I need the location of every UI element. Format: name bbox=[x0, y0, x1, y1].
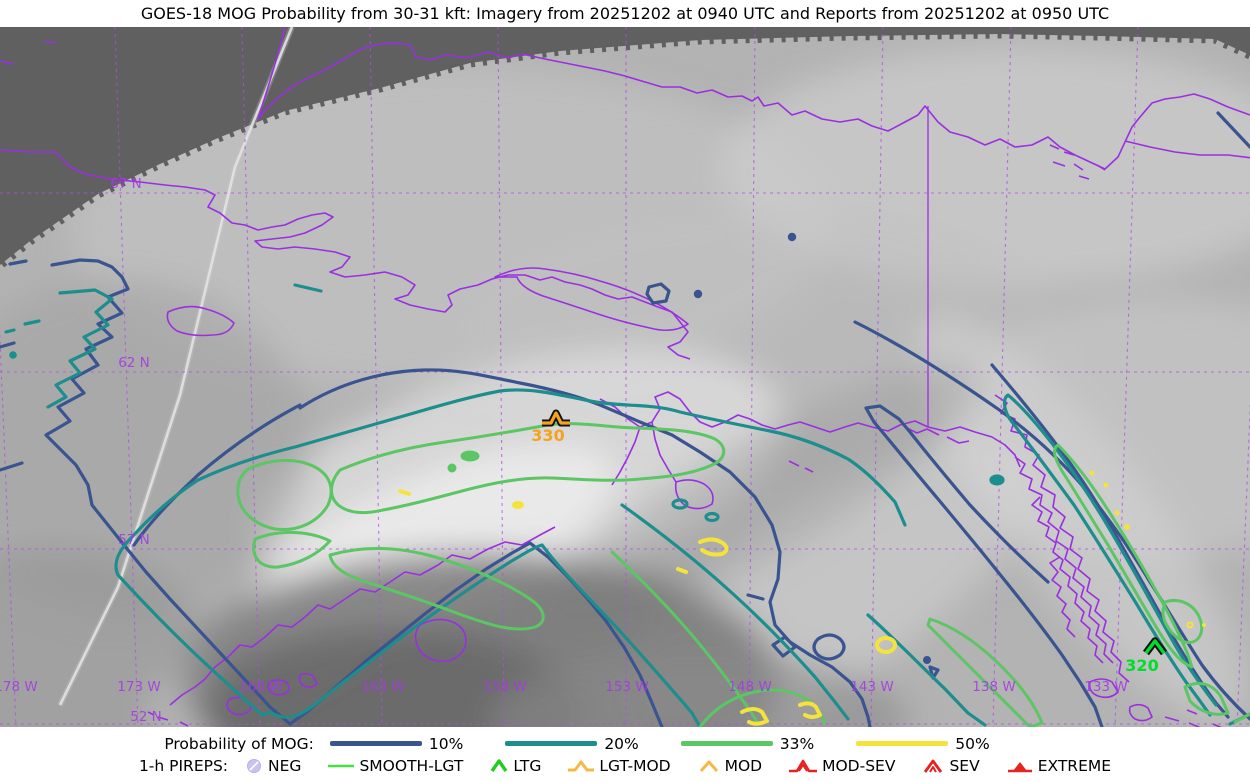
coast-peninsula bbox=[169, 526, 556, 706]
legend-label: 33% bbox=[779, 734, 815, 753]
map-canvas: 330 320 67 N 62 N 57 N 52 N 178 W 173 W … bbox=[0, 27, 1250, 727]
legend-item-mod: MOD bbox=[697, 756, 763, 775]
lgt-mod-caret-base-icon bbox=[568, 760, 595, 771]
contour-swatch-10pct bbox=[329, 741, 422, 746]
legend-label: 20% bbox=[604, 734, 639, 753]
contour-swatch-20pct bbox=[505, 741, 598, 746]
lon-label: 158 W bbox=[483, 679, 526, 695]
page-title: GOES-18 MOG Probability from 30-31 kft: … bbox=[140, 4, 1110, 23]
legend-label: MOD bbox=[724, 756, 763, 775]
coastlines bbox=[0, 27, 1250, 727]
coast-panhandle-islands bbox=[1088, 678, 1223, 727]
contour-20pct bbox=[4, 283, 1250, 727]
lat-label: 52 N bbox=[130, 709, 162, 725]
pireps-legend-row: 1-h PIREPS: NEG SMOOTH-LGT LT bbox=[0, 757, 1250, 775]
legend-label: 50% bbox=[955, 734, 990, 753]
coast-arctic bbox=[257, 27, 1250, 170]
legend-item-10pct: 10% bbox=[329, 734, 464, 753]
legend-item-neg: NEG bbox=[244, 757, 301, 775]
coast-aleutian-islands bbox=[147, 672, 318, 727]
legend-item-extreme: EXTREME bbox=[1006, 757, 1111, 775]
contour-swatch-33pct bbox=[680, 741, 773, 746]
mog-legend-title: Probability of MOG: bbox=[164, 734, 314, 753]
coast-island-west bbox=[166, 305, 235, 337]
legend-item-smooth-lgt: SMOOTH-LGT bbox=[327, 757, 463, 775]
legend-item-50pct: 50% bbox=[856, 734, 990, 753]
coast-interior-lake bbox=[494, 267, 689, 332]
grid-labels: 67 N 62 N 57 N 52 N 178 W 173 W 168 W 16… bbox=[0, 176, 1128, 725]
mog-legend-row: Probability of MOG: 10% 20% 33% 50% bbox=[0, 735, 1202, 753]
coast-arctic-2 bbox=[1124, 140, 1250, 159]
extreme-triangle-icon bbox=[1007, 761, 1032, 772]
legend-item-mod-sev: MOD-SEV bbox=[788, 757, 895, 775]
lat-label: 57 N bbox=[118, 532, 150, 548]
legend-label: NEG bbox=[268, 756, 302, 775]
sev-double-caret-icon bbox=[924, 759, 943, 773]
legend-label: LGT-MOD bbox=[599, 756, 671, 775]
legend: Probability of MOG: 10% 20% 33% 50% 1-h … bbox=[0, 727, 1250, 782]
lon-label: 163 W bbox=[361, 679, 404, 695]
satellite-map: 330 320 67 N 62 N 57 N 52 N 178 W 173 W … bbox=[0, 27, 1250, 727]
coast-west bbox=[0, 149, 691, 360]
pirep-altitude-label: 320 bbox=[1125, 656, 1158, 675]
contour-50pct bbox=[398, 470, 1206, 726]
legend-label: SEV bbox=[949, 756, 980, 775]
cloud-texture bbox=[0, 47, 1250, 727]
lon-label: 133 W bbox=[1084, 679, 1127, 695]
legend-item-sev: SEV bbox=[921, 756, 980, 775]
coast-panhandle-3 bbox=[1031, 496, 1104, 664]
legend-label: LTG bbox=[513, 756, 542, 775]
neg-circle-slash-icon bbox=[247, 758, 262, 773]
mog-contours bbox=[0, 111, 1250, 727]
legend-item-20pct: 20% bbox=[505, 734, 639, 753]
terminator-dark-region bbox=[0, 27, 1250, 269]
coast-cook-inlet bbox=[611, 421, 714, 510]
coast-southcentral bbox=[599, 391, 1021, 468]
ltg-caret-icon bbox=[490, 758, 508, 772]
lat-label: 62 N bbox=[118, 355, 150, 371]
pireps-legend-title: 1-h PIREPS: bbox=[138, 756, 229, 775]
lon-label: 178 W bbox=[0, 679, 38, 695]
contour-33pct bbox=[236, 422, 1250, 727]
smooth-lgt-line-icon bbox=[328, 764, 355, 767]
legend-item-ltg: LTG bbox=[489, 757, 541, 775]
legend-item-33pct: 33% bbox=[680, 734, 815, 753]
coast-panhandle-2 bbox=[1014, 456, 1114, 664]
mod-caret-icon bbox=[699, 760, 718, 772]
pirep-report-lgt-mod bbox=[542, 409, 570, 427]
lon-label: 168 W bbox=[239, 679, 282, 695]
coast-delta-islands bbox=[1049, 144, 1106, 180]
legend-label: SMOOTH-LGT bbox=[359, 756, 464, 775]
lon-label: 153 W bbox=[605, 679, 648, 695]
pirep-report-ltg bbox=[1143, 637, 1167, 656]
title-bar: GOES-18 MOG Probability from 30-31 kft: … bbox=[0, 0, 1250, 27]
coast-kodiak bbox=[414, 618, 467, 663]
lon-label: 138 W bbox=[972, 679, 1015, 695]
legend-label: 10% bbox=[428, 734, 464, 753]
lat-label: 67 N bbox=[110, 176, 142, 192]
coast-topleft-bit bbox=[0, 40, 57, 65]
contour-swatch-50pct bbox=[856, 741, 949, 746]
coast-yakutat bbox=[788, 426, 970, 473]
lon-label: 173 W bbox=[117, 679, 160, 695]
legend-label: MOD-SEV bbox=[822, 756, 896, 775]
pirep-altitude-label: 330 bbox=[531, 426, 564, 445]
legend-item-lgt-mod: LGT-MOD bbox=[567, 756, 671, 775]
satellite-streak bbox=[57, 27, 295, 707]
lon-label: 148 W bbox=[728, 679, 771, 695]
mod-sev-hat-icon bbox=[789, 759, 818, 772]
coast-panhandle-1 bbox=[994, 394, 1130, 683]
lon-label: 143 W bbox=[850, 679, 893, 695]
legend-label: EXTREME bbox=[1037, 756, 1112, 775]
